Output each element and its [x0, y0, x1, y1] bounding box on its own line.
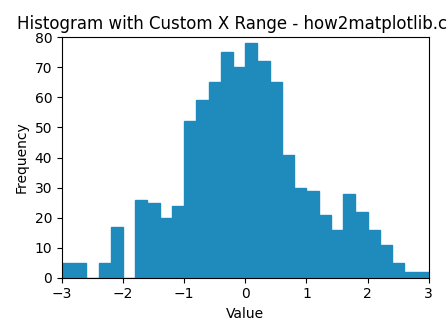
Bar — [135, 200, 147, 278]
Bar — [306, 191, 319, 278]
Bar — [416, 272, 429, 278]
Bar — [99, 263, 111, 278]
Bar — [343, 194, 355, 278]
Bar — [294, 187, 306, 278]
Bar — [74, 263, 86, 278]
Title: Histogram with Custom X Range - how2matplotlib.com: Histogram with Custom X Range - how2matp… — [17, 15, 448, 33]
Bar — [282, 155, 294, 278]
Bar — [209, 82, 221, 278]
Bar — [159, 218, 172, 278]
Bar — [221, 52, 233, 278]
X-axis label: Value: Value — [226, 307, 264, 321]
Bar — [380, 245, 392, 278]
Bar — [111, 227, 123, 278]
Bar — [270, 82, 282, 278]
Bar — [258, 61, 270, 278]
Bar — [331, 229, 343, 278]
Bar — [245, 43, 258, 278]
Bar — [367, 229, 380, 278]
Bar — [196, 100, 209, 278]
Bar — [319, 215, 331, 278]
Bar — [184, 122, 196, 278]
Bar — [392, 263, 404, 278]
Bar — [172, 206, 184, 278]
Bar — [62, 263, 74, 278]
Bar — [233, 68, 245, 278]
Bar — [147, 203, 159, 278]
Bar — [355, 212, 367, 278]
Y-axis label: Frequency: Frequency — [15, 122, 29, 194]
Bar — [404, 272, 416, 278]
